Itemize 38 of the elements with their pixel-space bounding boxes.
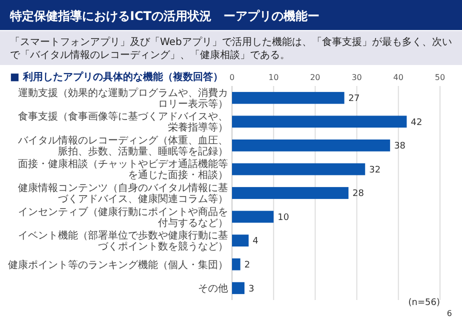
- data-label: 2: [244, 260, 250, 270]
- y-tick-label: その他: [198, 282, 228, 295]
- bar: [232, 92, 344, 104]
- data-label: 4: [252, 236, 259, 247]
- x-tick-label: 50: [434, 73, 446, 82]
- bar: [232, 258, 240, 270]
- data-label: 38: [394, 142, 406, 152]
- x-tick-label: 10: [268, 73, 279, 82]
- bar: [232, 140, 390, 152]
- bar: [232, 234, 249, 246]
- x-tick-label: 30: [352, 73, 362, 82]
- x-tick-label: 0: [229, 73, 235, 82]
- text: 6: [446, 309, 452, 318]
- x-tick-label: 40: [393, 73, 404, 82]
- data-label: 32: [369, 165, 381, 176]
- bar: [232, 282, 244, 294]
- y-tick-label: イベント機能（部署単位で歩数や健康行動に基づくポイント数を競うなど）: [18, 230, 228, 253]
- y-tick-label: 面接・健康相談（チャットやビデオ通話機能等を通じた面接・相談）: [18, 158, 228, 182]
- bar: [232, 163, 366, 176]
- annotation: (n=56): [408, 298, 440, 308]
- data-label: 27: [348, 94, 360, 104]
- chart-subtitle: 「スマートフォンアプリ」及び「Webアプリ」で活用した機能は、「食事支援」が最も多く、次いで「バイタル情報のレコーディング」、「健康相談」である。: [10, 36, 452, 61]
- data-label: 3: [248, 284, 254, 294]
- text: ■ 利用したアプリの具体的な機能（複数回答）: [10, 71, 223, 83]
- bar: [232, 187, 348, 199]
- y-tick-label: 運動支援（効果的な運動プログラムや、消費カロリー表示等）: [18, 86, 228, 110]
- data-label: 28: [352, 189, 364, 200]
- y-tick-label: 食事支援（食事画像等に基づくアドバイスや、栄養指導等）: [18, 110, 228, 134]
- x-tick-label: 20: [310, 73, 320, 82]
- y-tick-label: インセンティブ（健康行動にポイントや商品を付与するなど）: [18, 206, 228, 229]
- data-label: 42: [410, 118, 422, 128]
- bar: [232, 210, 274, 223]
- y-tick-label: 健康ポイント等のランキング機能（個人・集団）: [8, 258, 228, 271]
- bar: [232, 116, 407, 128]
- data-label: 10: [278, 212, 290, 223]
- y-tick-label: バイタル情報のレコーディング（体重、血圧、脈拍、歩数、活動量、睡眠等を記録）: [17, 134, 228, 158]
- y-tick-label: 健康情報コンテンツ（自身のバイタル情報に基づくアドバイス、健康関連コラム等）: [18, 182, 228, 205]
- chart-title: 特定保健指導におけるICTの活用状況 ーアプリの機能ー: [9, 9, 320, 23]
